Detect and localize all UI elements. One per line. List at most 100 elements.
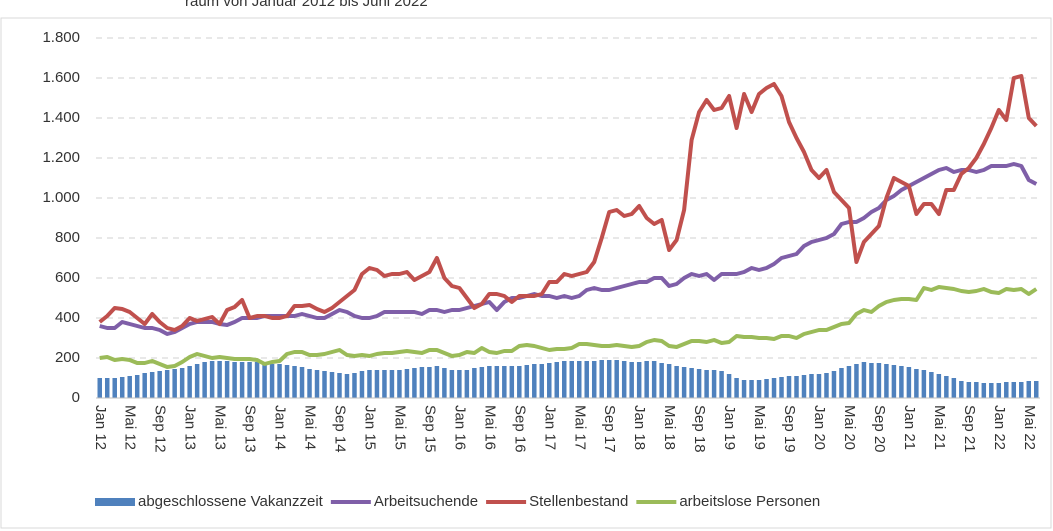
bar xyxy=(764,379,769,398)
bar xyxy=(389,370,395,398)
line-series xyxy=(99,285,1038,369)
bar xyxy=(247,362,252,398)
bar xyxy=(254,362,260,398)
bar xyxy=(232,362,237,398)
bar xyxy=(539,364,545,398)
bar xyxy=(771,378,777,398)
x-tick-label: Mai 20 xyxy=(841,405,858,450)
bar xyxy=(839,368,844,398)
bar xyxy=(517,366,522,398)
bar xyxy=(412,368,417,398)
bar xyxy=(831,371,837,398)
bar xyxy=(479,367,485,398)
x-tick-label: Jan 15 xyxy=(361,405,378,450)
bar xyxy=(681,367,687,398)
x-tick-label: Sep 21 xyxy=(961,405,978,453)
y-tick-label: 1.200 xyxy=(42,149,80,166)
chart-frame xyxy=(0,17,1052,529)
x-tick-label: Sep 16 xyxy=(511,405,528,453)
x-tick-label: Mai 15 xyxy=(391,405,408,450)
legend-label: arbeitslose Personen xyxy=(679,493,820,510)
bar xyxy=(891,365,897,398)
x-tick-label: Jan 13 xyxy=(182,405,199,450)
bar xyxy=(959,381,964,398)
bar xyxy=(846,366,852,398)
bar xyxy=(644,361,649,398)
x-tick-label: Jan 21 xyxy=(901,405,918,450)
y-tick-label: 1.000 xyxy=(42,189,80,206)
bar xyxy=(172,369,177,398)
x-tick-label: Mai 14 xyxy=(302,405,319,450)
bar xyxy=(224,361,230,398)
x-tick-label: Jan 12 xyxy=(92,405,109,450)
bar xyxy=(749,380,754,398)
legend-swatch xyxy=(95,498,135,506)
x-tick-label: Sep 12 xyxy=(152,405,169,453)
bar xyxy=(404,369,410,398)
y-tick-label: 1.400 xyxy=(42,109,80,126)
bar xyxy=(569,361,574,398)
y-tick-label: 1.800 xyxy=(42,29,80,46)
bar xyxy=(809,374,814,398)
bar xyxy=(524,365,530,398)
bar xyxy=(899,366,904,398)
y-tick-label: 1.600 xyxy=(42,69,80,86)
bar xyxy=(974,382,979,398)
bar xyxy=(936,374,942,398)
bar xyxy=(1026,381,1032,398)
bar xyxy=(621,361,627,398)
bar xyxy=(951,378,957,398)
x-tick-label: Mai 22 xyxy=(1021,405,1038,450)
bar xyxy=(97,378,102,398)
bar xyxy=(179,368,185,398)
x-tick-label: Sep 19 xyxy=(781,405,798,453)
bar xyxy=(629,362,634,398)
x-tick-label: Mai 17 xyxy=(571,405,588,450)
y-tick-label: 400 xyxy=(55,309,80,326)
bar xyxy=(314,370,320,398)
x-tick-label: Jan 19 xyxy=(721,405,738,450)
bar xyxy=(1004,382,1009,398)
bar xyxy=(194,364,200,398)
bar xyxy=(104,378,110,398)
bar xyxy=(659,363,664,398)
x-tick-label: Jan 17 xyxy=(541,405,558,450)
legend-label: Stellenbestand xyxy=(529,493,628,510)
bar xyxy=(876,363,882,398)
bar xyxy=(606,360,612,398)
x-tick-label: Sep 13 xyxy=(242,405,259,453)
x-tick-label: Sep 15 xyxy=(421,405,438,453)
y-tick-label: 200 xyxy=(55,349,80,366)
bar xyxy=(382,370,387,398)
bar xyxy=(989,383,994,398)
bar xyxy=(734,378,739,398)
bar xyxy=(861,362,867,398)
bar xyxy=(149,372,155,398)
x-tick-label: Mai 13 xyxy=(212,405,229,450)
bar xyxy=(816,374,822,398)
bar xyxy=(576,361,582,398)
bar xyxy=(869,363,874,398)
bar xyxy=(202,362,207,398)
bar xyxy=(307,369,312,398)
bar xyxy=(981,383,987,398)
x-tick-label: Mai 19 xyxy=(751,405,768,450)
legend-label: abgeschlossene Vakanzzeit xyxy=(138,493,324,510)
x-tick-label: Jan 16 xyxy=(451,405,468,450)
bar xyxy=(614,360,619,398)
bar xyxy=(929,372,934,398)
bar xyxy=(119,377,125,398)
bar xyxy=(217,361,222,398)
bar xyxy=(427,367,432,398)
bar xyxy=(726,374,732,398)
x-tick-label: Mai 18 xyxy=(661,405,678,450)
bar xyxy=(906,367,912,398)
x-tick-label: Mai 16 xyxy=(481,405,498,450)
bar xyxy=(329,372,335,398)
bar xyxy=(719,371,724,398)
bar xyxy=(914,369,919,398)
bar xyxy=(696,369,702,398)
bar xyxy=(854,364,859,398)
bar xyxy=(337,373,342,398)
bar xyxy=(711,370,717,398)
